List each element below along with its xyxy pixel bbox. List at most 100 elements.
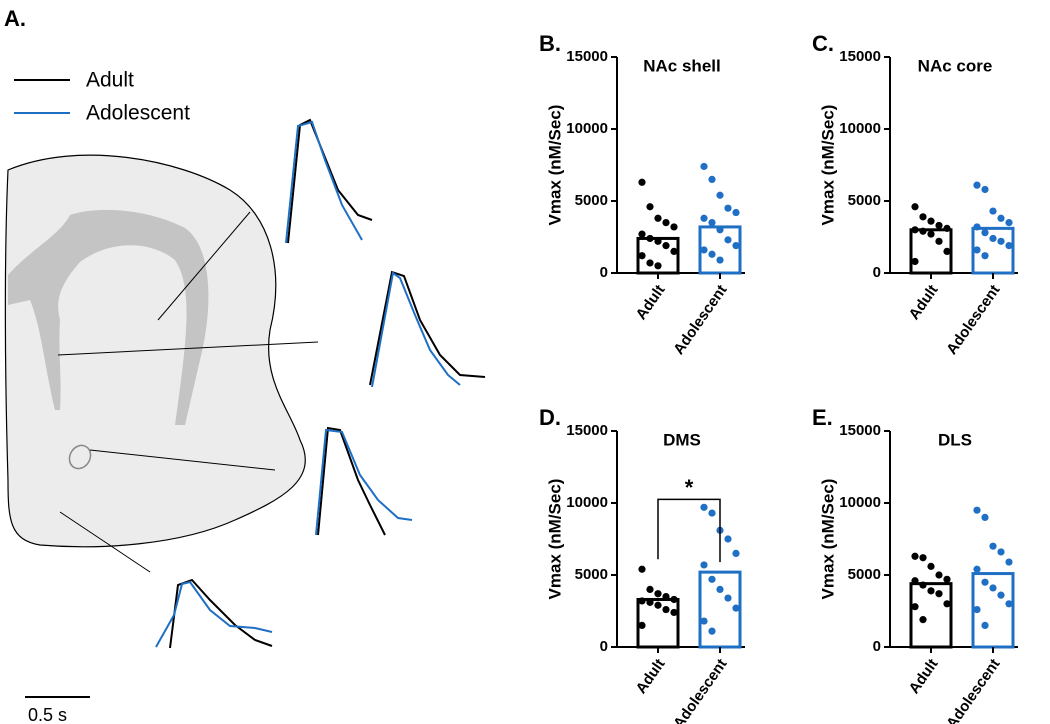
x-tick-label: Adolescent — [670, 656, 730, 724]
legend-label: Adolescent — [86, 102, 190, 125]
y-tick-label: 0 — [600, 264, 608, 281]
data-point — [670, 608, 678, 617]
data-point — [997, 237, 1005, 245]
data-point — [973, 506, 981, 514]
data-point — [732, 242, 740, 250]
data-point — [1005, 600, 1013, 608]
data-point — [708, 575, 716, 583]
data-point — [638, 252, 646, 260]
data-point — [919, 213, 927, 221]
data-point — [732, 549, 740, 558]
data-point — [973, 565, 981, 573]
data-point — [973, 605, 981, 614]
data-point — [700, 246, 708, 254]
data-point — [708, 250, 716, 258]
data-point — [935, 571, 943, 579]
data-point — [919, 581, 927, 589]
data-point — [919, 227, 927, 235]
data-point — [943, 224, 951, 232]
data-point — [654, 214, 662, 222]
y-tick-label: 5000 — [575, 192, 608, 209]
x-tick-label: Adult — [906, 656, 942, 697]
data-point — [981, 229, 989, 237]
panel-label: A. — [4, 6, 26, 31]
scale-bar-label: 0.5 s — [28, 705, 67, 724]
chart-title: DLS — [938, 430, 972, 449]
trace-adolescent — [285, 120, 363, 244]
pointer-line — [157, 211, 251, 321]
y-tick-label: 15000 — [566, 48, 608, 65]
data-point — [670, 223, 678, 231]
data-point — [989, 584, 997, 592]
x-tick-label: Adult — [633, 282, 669, 323]
y-tick-label: 0 — [873, 264, 881, 281]
data-point — [654, 601, 662, 609]
data-point — [670, 247, 678, 255]
pointer-line — [89, 449, 276, 471]
significance-label: * — [685, 475, 694, 500]
data-point — [935, 237, 943, 245]
data-point — [911, 257, 919, 266]
data-point — [981, 621, 989, 630]
chart-title: NAc shell — [643, 56, 720, 75]
x-tick-label: Adolescent — [670, 282, 730, 358]
white-matter — [8, 209, 209, 425]
data-point — [670, 595, 678, 604]
legend-label: Adult — [86, 69, 134, 92]
data-point — [708, 509, 716, 517]
data-point — [981, 513, 989, 522]
data-point — [989, 542, 997, 550]
data-point — [708, 175, 716, 183]
data-point — [646, 259, 654, 267]
data-point — [700, 162, 708, 171]
y-tick-label: 5000 — [575, 566, 608, 583]
data-point — [638, 230, 646, 238]
data-point — [654, 262, 662, 270]
data-point — [708, 219, 716, 227]
data-point — [1005, 219, 1013, 227]
data-point — [927, 562, 935, 570]
data-point — [724, 236, 732, 244]
y-tick-label: 15000 — [839, 48, 881, 65]
data-point — [716, 256, 724, 264]
data-point — [981, 578, 989, 586]
data-point — [997, 548, 1005, 556]
pointer-line — [59, 511, 151, 573]
data-point — [708, 627, 716, 635]
data-point — [989, 234, 997, 243]
chart-title: NAc core — [918, 56, 993, 75]
y-axis-label: Vmax (nM/Sec) — [545, 105, 564, 226]
data-point — [700, 214, 708, 222]
trace-adult — [369, 270, 486, 386]
data-point — [646, 598, 654, 606]
data-point — [662, 219, 670, 227]
trace-adolescent — [155, 580, 273, 648]
y-tick-label: 10000 — [839, 120, 881, 137]
data-point — [638, 621, 646, 630]
data-point — [935, 590, 943, 598]
data-point — [662, 242, 670, 250]
y-tick-label: 15000 — [839, 422, 881, 439]
trace-adolescent — [315, 428, 413, 536]
data-point — [654, 590, 662, 598]
panel-label: C. — [812, 31, 834, 56]
data-point — [646, 234, 654, 243]
y-tick-label: 5000 — [848, 192, 881, 209]
trace-adult — [317, 426, 386, 536]
data-point — [638, 565, 646, 573]
trace-adult — [169, 578, 273, 649]
data-point — [935, 221, 943, 230]
data-point — [646, 203, 654, 211]
x-tick-label: Adolescent — [943, 656, 1003, 724]
data-point — [927, 230, 935, 238]
y-tick-label: 5000 — [848, 566, 881, 583]
data-point — [943, 575, 951, 583]
y-tick-label: 10000 — [839, 494, 881, 511]
data-point — [638, 178, 646, 186]
y-axis-label: Vmax (nM/Sec) — [818, 105, 837, 226]
data-point — [981, 252, 989, 260]
trace-adolescent — [371, 271, 461, 388]
y-tick-label: 0 — [873, 638, 881, 655]
x-tick-label: Adolescent — [943, 282, 1003, 358]
